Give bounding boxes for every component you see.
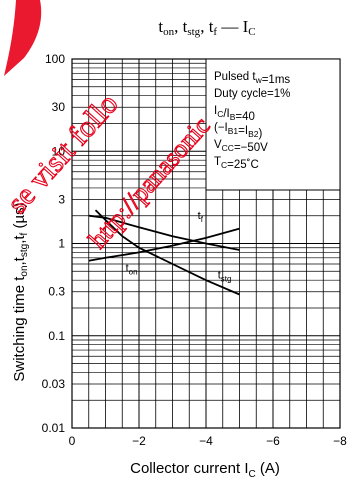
condition-line: IC/IB=40 <box>214 105 255 123</box>
y-tick-label: 0.3 <box>48 285 65 299</box>
y-tick-label: 100 <box>45 52 65 66</box>
series-line-t-on <box>88 214 240 251</box>
axis-ticks: 0.01 0.03 0.1 0.3 1 3 10 30 100 0 −2 −4 −6 −8 <box>42 52 348 448</box>
chart-title: ton, tstg, tf — IC <box>158 17 255 38</box>
series-line-t-f <box>88 227 240 262</box>
y-tick-label: 1 <box>58 237 65 251</box>
series-line-t-stg <box>94 209 240 296</box>
y-tick-label: 10 <box>52 144 66 158</box>
plot-curves: ton tstg tf <box>88 209 240 296</box>
series-label-t-stg: tstg <box>218 269 232 283</box>
x-tick-label: −4 <box>199 434 213 448</box>
y-tick-label: 0.03 <box>42 377 66 391</box>
condition-line: VCC=−50V <box>214 139 268 154</box>
condition-line: TC=25˚C <box>214 156 259 171</box>
x-tick-label: 0 <box>69 434 76 448</box>
y-tick-label: 0.1 <box>48 329 65 343</box>
x-tick-label: −2 <box>132 434 146 448</box>
condition-line: (−IB1=IB2) <box>214 122 262 140</box>
conditions-legend: Pulsed tw=1ms Duty cycle=1% IC/IB=40(−IB1=… <box>205 58 341 191</box>
series-label-t-f: tf <box>198 210 204 224</box>
y-tick-label: 30 <box>52 100 66 114</box>
condition-line: Pulsed tw=1ms <box>214 71 290 86</box>
x-tick-label: −6 <box>266 434 280 448</box>
x-axis-label: Collector current IC (A) <box>130 460 280 480</box>
y-tick-label: 0.01 <box>42 421 66 435</box>
series-label-t-on: ton <box>126 262 138 276</box>
x-tick-label: −8 <box>333 434 347 448</box>
y-tick-label: 3 <box>58 192 65 206</box>
condition-line: Duty cycle=1% <box>214 88 290 100</box>
y-axis-label: Switching time ton,tstg,tf (µs) <box>11 202 30 381</box>
